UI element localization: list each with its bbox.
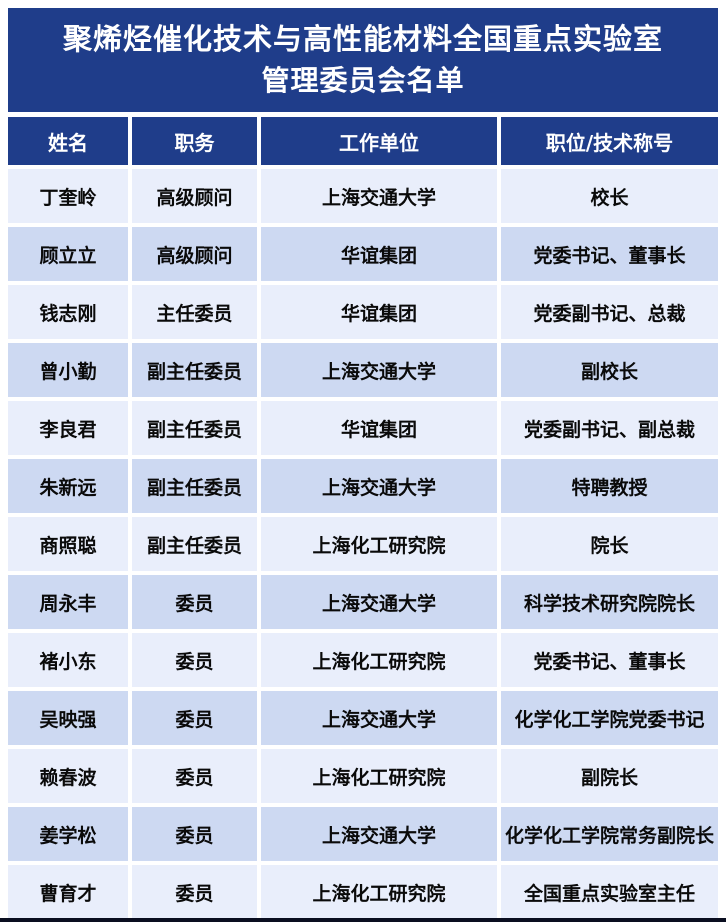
table-row-7-cell-title: 院长: [501, 517, 718, 571]
table-row-6-cell-org: 上海交通大学: [261, 459, 497, 513]
table-row-8-cell-org: 上海交通大学: [261, 575, 497, 629]
table-row-4-cell-role: 副主任委员: [132, 343, 257, 397]
column-header-role: 职务: [132, 117, 257, 165]
page-title-line-1: 聚烯烃催化技术与高性能材料全国重点实验室: [62, 21, 663, 56]
table-row-11-cell-role: 委员: [132, 749, 257, 803]
table-row-3-cell-role: 主任委员: [132, 285, 257, 339]
table-row-10-cell-org: 上海交通大学: [261, 691, 497, 745]
table-row-11-cell-org: 上海化工研究院: [261, 749, 497, 803]
table-row-4-cell-org: 上海交通大学: [261, 343, 497, 397]
column-header-org: 工作单位: [261, 117, 497, 165]
table-row-13-cell-role: 委员: [132, 865, 257, 919]
table-row-7-cell-role: 副主任委员: [132, 517, 257, 571]
column-header-title: 职位/技术称号: [501, 117, 718, 165]
table-row-13-cell-name: 曹育才: [8, 865, 128, 919]
table-row-5-cell-title: 党委副书记、副总裁: [501, 401, 718, 455]
table-row-1-cell-org: 上海交通大学: [261, 169, 497, 223]
table-row-11-cell-title: 副院长: [501, 749, 718, 803]
table-row-7-cell-org: 上海化工研究院: [261, 517, 497, 571]
table-row-10-cell-title: 化学化工学院党委书记: [501, 691, 718, 745]
table-row-10-cell-name: 吴映强: [8, 691, 128, 745]
table-row-11-cell-name: 赖春波: [8, 749, 128, 803]
table-row-2-cell-org: 华谊集团: [261, 227, 497, 281]
table-row-2-cell-role: 高级顾问: [132, 227, 257, 281]
table-row-5-cell-role: 副主任委员: [132, 401, 257, 455]
table-row-9-cell-role: 委员: [132, 633, 257, 687]
table-row-3-cell-name: 钱志刚: [8, 285, 128, 339]
table-row-4-cell-name: 曾小勤: [8, 343, 128, 397]
table-row-12-cell-name: 姜学松: [8, 807, 128, 861]
table-row-10-cell-role: 委员: [132, 691, 257, 745]
table-row-6-cell-name: 朱新远: [8, 459, 128, 513]
table-row-13-cell-title: 全国重点实验室主任: [501, 865, 718, 919]
table-row-9-cell-name: 褚小东: [8, 633, 128, 687]
table-row-13-cell-org: 上海化工研究院: [261, 865, 497, 919]
table-row-12-cell-org: 上海交通大学: [261, 807, 497, 861]
bottom-border-rule: [0, 918, 726, 922]
column-header-name: 姓名: [8, 117, 128, 165]
table-row-9-cell-title: 党委书记、董事长: [501, 633, 718, 687]
table-row-9-cell-org: 上海化工研究院: [261, 633, 497, 687]
table-row-8-cell-role: 委员: [132, 575, 257, 629]
table-row-6-cell-title: 特聘教授: [501, 459, 718, 513]
table-row-1-cell-name: 丁奎岭: [8, 169, 128, 223]
table-row-12-cell-title: 化学化工学院常务副院长: [501, 807, 718, 861]
table-row-6-cell-role: 副主任委员: [132, 459, 257, 513]
table-row-1-cell-role: 高级顾问: [132, 169, 257, 223]
table-row-2-cell-name: 顾立立: [8, 227, 128, 281]
table-row-5-cell-org: 华谊集团: [261, 401, 497, 455]
table-row-1-cell-title: 校长: [501, 169, 718, 223]
page-title-line-2: 管理委员会名单: [261, 63, 465, 97]
table-row-2-cell-title: 党委书记、董事长: [501, 227, 718, 281]
table-row-4-cell-title: 副校长: [501, 343, 718, 397]
table-row-8-cell-title: 科学技术研究院院长: [501, 575, 718, 629]
table-row-8-cell-name: 周永丰: [8, 575, 128, 629]
title-block: 聚烯烃催化技术与高性能材料全国重点实验室 管理委员会名单: [8, 8, 718, 112]
committee-table: 姓名 职务 工作单位 职位/技术称号 丁奎岭 高级顾问 上海交通大学 校长 顾立立 高级顾…: [8, 117, 718, 919]
table-row-7-cell-name: 商照聪: [8, 517, 128, 571]
table-row-5-cell-name: 李良君: [8, 401, 128, 455]
table-row-12-cell-role: 委员: [132, 807, 257, 861]
table-row-3-cell-title: 党委副书记、总裁: [501, 285, 718, 339]
table-row-3-cell-org: 华谊集团: [261, 285, 497, 339]
